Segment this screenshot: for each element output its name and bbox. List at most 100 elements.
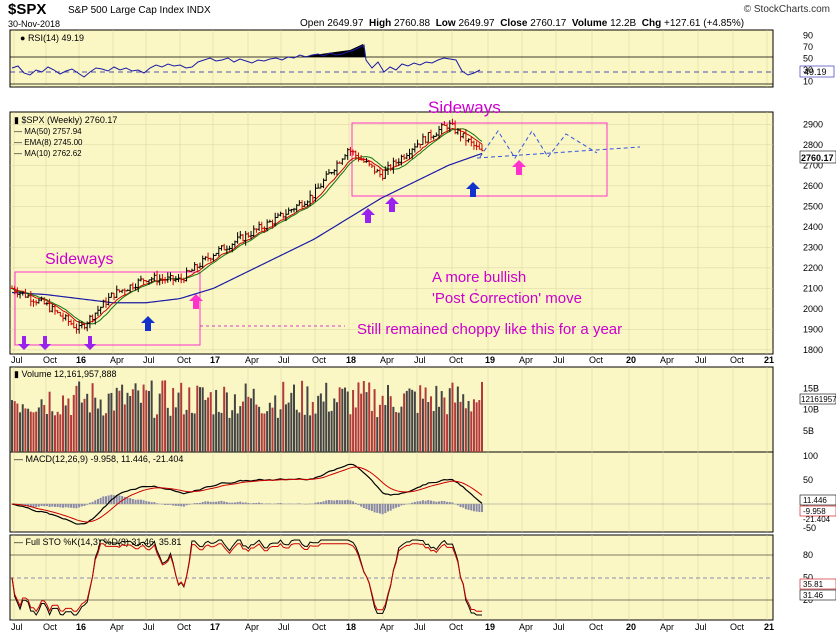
volume-bar-103 — [287, 402, 290, 452]
volume-bar-106 — [295, 409, 298, 452]
choppy-label: Still remained choppy like this for a ye… — [357, 321, 622, 338]
volume-bar-22 — [70, 415, 73, 452]
macd-label: — MACD(12,26,9) -9.958, 11.446, -21.404 — [14, 454, 183, 464]
macd-hist-bar-168 — [462, 504, 465, 508]
volume-value-tag-box — [799, 393, 836, 405]
rsi-tick-90: 90 — [803, 31, 813, 41]
volume-bar-28 — [86, 393, 89, 452]
volume-bar-146 — [403, 393, 406, 452]
macd-hist-bar-66 — [188, 504, 191, 505]
price-value-tag-box — [799, 150, 836, 164]
arrow-purple-3 — [84, 336, 96, 350]
volume-value-tag: 12161957888 — [801, 395, 836, 404]
macd-hist-bar-130 — [360, 504, 363, 507]
trendline-projection — [476, 146, 641, 159]
volume-bar-98 — [274, 395, 277, 452]
sto-d-line — [11, 542, 482, 613]
x-tick-upper-12: Jul — [414, 355, 426, 365]
macd-hist-bar-153 — [421, 500, 424, 504]
macd-hist-bar-163 — [448, 501, 451, 504]
volume-bar-89 — [250, 398, 253, 452]
volume-bar-1 — [13, 401, 16, 452]
volume-bar-77 — [217, 411, 220, 452]
macd-hist-bar-128 — [354, 502, 357, 504]
macd-hist-bar-29 — [88, 502, 91, 504]
volume-bar-163 — [448, 388, 451, 452]
volume-tick-15B: 15B — [803, 383, 819, 393]
macd-hist-bar-121 — [335, 500, 338, 504]
macd-hist-bar-43 — [126, 497, 129, 504]
volume-bar-147 — [405, 390, 408, 452]
volume-bar-36 — [107, 393, 110, 452]
volume-bar-71 — [201, 387, 204, 452]
bullish-label-line1: A more bullish — [432, 269, 526, 286]
volume-bar-159 — [438, 406, 441, 452]
macd-hist-bar-61 — [174, 504, 177, 506]
macd-tag1: 11.446 — [803, 496, 827, 505]
x-tick-lower-20: Jul — [695, 622, 707, 632]
volume-bar-60 — [172, 387, 175, 452]
volume-bar-142 — [392, 406, 395, 452]
volume-bar-49 — [142, 384, 145, 452]
sideways-right-label: Sideways — [428, 98, 501, 117]
macd-hist-bar-9 — [35, 504, 38, 508]
volume-bar-120 — [333, 398, 336, 452]
macd-hist-bar-162 — [446, 501, 449, 504]
volume-bar-5 — [24, 408, 27, 452]
macd-tick-100: 100 — [803, 451, 818, 461]
macd-hist-bar-22 — [70, 504, 73, 508]
macd-hist-bar-158 — [435, 501, 438, 504]
volume-bar-125 — [346, 391, 349, 452]
volume-bar-123 — [341, 388, 344, 452]
macd-hist-bar-42 — [123, 496, 126, 504]
price-tick-2500: 2500 — [803, 201, 823, 211]
volume-bar-134 — [370, 410, 373, 452]
volume-bar-10 — [37, 407, 40, 452]
macd-hist-bar-167 — [459, 504, 462, 508]
macd-hist-bar-38 — [113, 495, 116, 504]
volume-bar-7 — [29, 411, 32, 452]
volume-y-axis: 15B 10B 5B — [803, 383, 819, 436]
macd-hist-bar-60 — [172, 504, 175, 506]
macd-hist-bar-166 — [456, 504, 459, 506]
x-tick-lower-13: Oct — [449, 622, 464, 632]
price-tick-2700: 2700 — [803, 160, 823, 170]
macd-hist-bar-20 — [64, 504, 67, 508]
macd-hist-bar-7 — [29, 504, 32, 507]
rsi-panel — [9, 29, 774, 88]
volume-bar-130 — [360, 393, 363, 452]
arrow-purple-1 — [18, 336, 30, 350]
volume-label: ▮ Volume 12,161,957,888 — [14, 369, 117, 379]
price-tick-2800: 2800 — [803, 140, 823, 150]
volume-bar-15 — [51, 411, 54, 452]
price-tick-2400: 2400 — [803, 222, 823, 232]
volume-bar-70 — [199, 387, 201, 452]
arrow-pink-2 — [512, 160, 526, 175]
volume-bar-75 — [212, 414, 215, 452]
x-tick-upper-15: Apr — [519, 355, 533, 365]
volume-bar-152 — [419, 385, 422, 452]
volume-bar-160 — [440, 391, 443, 452]
macd-hist-bar-132 — [365, 504, 368, 510]
rsi-label: ● RSI(14) 49.19 — [20, 33, 84, 43]
volume-bar-29 — [88, 412, 91, 452]
index-name: S&P 500 Large Cap Index INDX — [68, 5, 211, 16]
volume-bar-65 — [185, 409, 188, 452]
volume-bar-83 — [233, 394, 236, 452]
macd-hist-bar-96 — [268, 503, 271, 504]
macd-hist-bar-136 — [376, 504, 379, 513]
volume-bar-143 — [395, 412, 398, 452]
x-tick-lower-0: Jul — [11, 622, 23, 632]
macd-hist-bar-114 — [317, 502, 320, 504]
volume-bar-145 — [400, 406, 403, 452]
macd-hist-bar-93 — [260, 503, 263, 504]
price-tick-2600: 2600 — [803, 181, 823, 191]
macd-hist-bar-116 — [322, 501, 325, 504]
volume-bar-114 — [317, 395, 320, 452]
macd-hist-bar-47 — [137, 499, 140, 504]
volume-bar-113 — [314, 413, 317, 452]
sto-tag2-box — [799, 589, 836, 601]
macd-hist-bar-122 — [338, 500, 341, 504]
volume-bar-102 — [284, 404, 287, 452]
